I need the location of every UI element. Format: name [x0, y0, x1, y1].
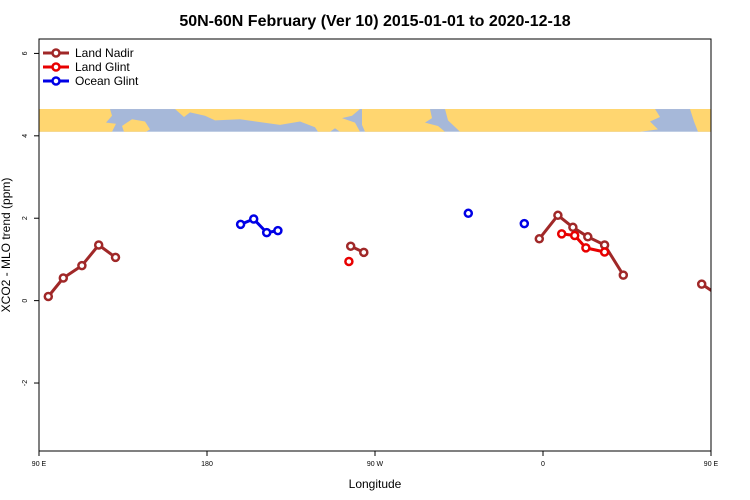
data-point [618, 270, 629, 280]
x-tick-label: 90 W [367, 461, 384, 468]
legend-item: Ocean Glint [43, 74, 139, 88]
data-point [581, 243, 591, 253]
x-tick-label: 0 [541, 461, 545, 468]
series-land-nadir [43, 210, 741, 302]
data-point [248, 214, 259, 224]
x-axis-label: Longitude [349, 477, 402, 491]
legend-item: Land Nadir [43, 46, 134, 60]
series-line [47, 243, 117, 298]
plot-frame [38, 38, 712, 452]
map-landmass [690, 109, 711, 132]
legend-swatch-marker [51, 48, 61, 58]
series-line [240, 217, 279, 235]
y-tick-label: 2 [22, 216, 29, 220]
data-point [345, 241, 356, 251]
x-tick-label: 90 E [32, 461, 47, 468]
y-axis: -2 0 2 4 6 [22, 51, 39, 386]
legend-swatch-marker [51, 62, 61, 72]
data-point [77, 260, 87, 271]
data-point [553, 210, 563, 221]
x-tick-label: 180 [201, 461, 213, 468]
data-point [534, 234, 545, 244]
legend-label: Land Nadir [75, 46, 134, 60]
data-point [110, 252, 121, 263]
x-axis: 90 E 180 90 W 0 90 E [32, 451, 719, 468]
world-map-strip [39, 109, 711, 132]
data-point [273, 225, 283, 236]
map-landmass [445, 109, 660, 132]
data-point [43, 291, 54, 302]
legend-item: Land Glint [43, 60, 130, 74]
data-point [556, 229, 567, 239]
data-point [93, 240, 104, 250]
y-tick-label: -2 [22, 380, 29, 386]
map-landmass [148, 109, 360, 132]
x-tick-label: 90 E [704, 461, 719, 468]
data-point [583, 232, 593, 242]
y-tick-label: 0 [22, 299, 29, 303]
series-ocean-glint [235, 208, 530, 238]
data-point [734, 276, 741, 283]
data-point [58, 273, 69, 283]
data-point [235, 219, 246, 230]
data-point [696, 279, 707, 289]
data-point [568, 222, 578, 233]
map-landmass [362, 109, 445, 132]
series-line [538, 213, 625, 276]
chart-title: 50N-60N February (Ver 10) 2015-01-01 to … [179, 13, 570, 30]
series-line [700, 282, 711, 293]
map-landmass [122, 119, 150, 132]
legend-label: Ocean Glint [75, 74, 139, 88]
series-land-glint [344, 229, 610, 267]
data-point [359, 247, 369, 258]
data-point [717, 293, 724, 300]
data-point [569, 230, 580, 241]
data-point [599, 247, 610, 257]
map-landmass [39, 109, 116, 132]
data-point [344, 256, 354, 267]
data-point [463, 208, 474, 219]
series-line [561, 232, 605, 254]
y-tick-label: 4 [22, 134, 29, 138]
y-axis-label: XCO2 - MLO trend (ppm) [0, 178, 13, 313]
data-point [519, 218, 530, 229]
y-tick-label: 6 [22, 51, 29, 55]
legend-label: Land Glint [75, 60, 130, 74]
data-point [261, 227, 272, 238]
legend-swatch-marker [51, 76, 61, 86]
